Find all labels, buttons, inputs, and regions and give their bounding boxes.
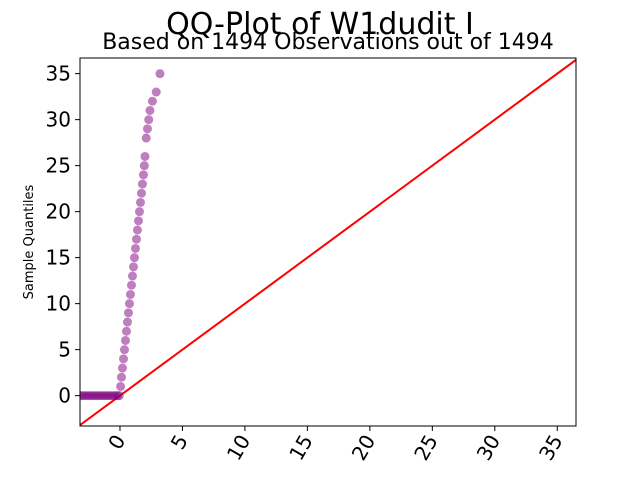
x-tick-label: 35 [534, 431, 568, 465]
data-point [135, 197, 145, 207]
y-tick-label: 10 [46, 292, 71, 316]
chart-subtitle: Based on 1494 Observations out of 1494 [102, 30, 554, 55]
x-tick-label: 10 [222, 431, 256, 465]
y-tick-label: 0 [58, 384, 71, 408]
data-point [127, 271, 137, 281]
data-point [155, 69, 165, 79]
x-tick-label: 15 [284, 431, 318, 465]
data-point [139, 161, 149, 171]
data-points [80, 69, 165, 401]
data-point [137, 179, 147, 189]
y-axis-label: Sample Quantiles [22, 184, 37, 299]
data-point [125, 289, 135, 299]
x-tick-label: 0 [103, 431, 130, 454]
data-point [123, 308, 133, 318]
y-tick-label: 30 [46, 108, 71, 132]
x-tick-label: 20 [347, 431, 381, 465]
data-point [119, 345, 129, 355]
data-point [131, 234, 141, 244]
data-point [124, 299, 134, 309]
data-point [121, 326, 131, 336]
y-axis: 0 5 10 15 20 25 30 35 [46, 62, 80, 408]
data-point [120, 335, 130, 345]
x-axis: 0 5 10 15 20 25 30 35 [103, 426, 568, 465]
data-point [142, 124, 152, 134]
reference-line [80, 59, 576, 426]
data-point [128, 262, 138, 272]
data-point [129, 253, 139, 263]
data-point [116, 372, 126, 382]
data-point [114, 391, 124, 401]
data-point [140, 151, 150, 161]
data-point [151, 87, 161, 97]
y-tick-label: 5 [58, 338, 71, 362]
chart-title: QQ-Plot of W1dudit I [166, 7, 474, 42]
data-point [147, 96, 157, 106]
data-point [122, 317, 132, 327]
data-point [133, 216, 143, 226]
data-point [117, 363, 127, 373]
data-point [126, 280, 136, 290]
data-point [132, 225, 142, 235]
data-point [136, 188, 146, 198]
x-tick-label: 5 [166, 431, 193, 454]
y-tick-label: 20 [46, 200, 71, 224]
data-point [145, 105, 155, 115]
x-tick-label: 30 [472, 431, 506, 465]
x-tick-label: 25 [409, 431, 443, 465]
y-tick-label: 35 [46, 62, 71, 86]
data-point [134, 207, 144, 217]
y-tick-label: 25 [46, 154, 71, 178]
data-point [141, 133, 151, 143]
data-point [116, 381, 126, 391]
data-point [138, 170, 148, 180]
data-point [130, 243, 140, 253]
data-point [144, 115, 154, 125]
y-tick-label: 15 [46, 246, 71, 270]
data-point [118, 354, 128, 364]
plot-frame [79, 57, 577, 427]
